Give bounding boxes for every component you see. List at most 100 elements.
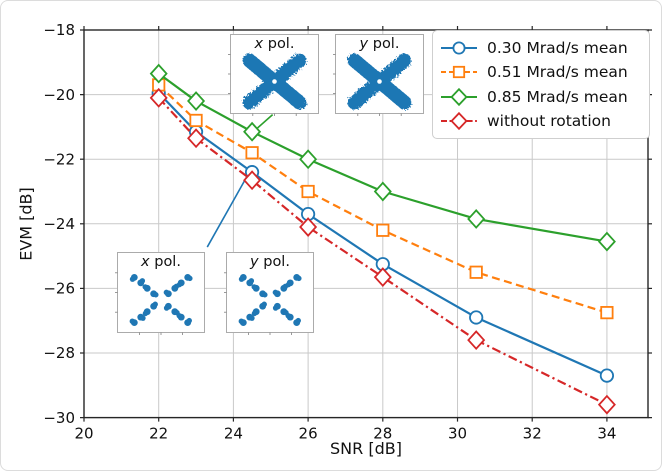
inset-label: x pol. [254, 36, 295, 52]
symbol-cluster [285, 281, 292, 288]
legend-label: 0.30 Mrad/s mean [487, 39, 628, 58]
marker-diamond [187, 128, 206, 149]
marker-diamond [373, 267, 392, 288]
constellation-plot [224, 272, 302, 335]
legend-item-2: 0.85 Mrad/s mean [440, 87, 649, 107]
x-tick-label: 24 [224, 425, 243, 443]
legend-marker-diamond [450, 87, 468, 106]
legend-marker-diamond [450, 111, 468, 130]
symbol-cluster [249, 315, 255, 321]
legend-label: without rotation [487, 111, 611, 130]
y-tick-label: −28 [43, 344, 75, 362]
cross-center-dot [272, 79, 277, 84]
symbol-cluster [251, 310, 258, 317]
symbol-cluster [176, 281, 183, 288]
inset-ticks [224, 272, 292, 335]
legend-marker-circle [452, 41, 466, 55]
symbol-cluster [142, 284, 148, 290]
legend-sample-square [441, 66, 477, 79]
symbol-cluster [248, 278, 255, 284]
marker-diamond [149, 87, 168, 108]
constellation-plot [333, 53, 412, 116]
legend-item-3: without rotation [440, 111, 649, 131]
x-tick-label: 28 [373, 425, 392, 443]
y-tick-label: −20 [43, 86, 75, 104]
clustered-cross [129, 273, 193, 327]
legend-sample-diamond [441, 87, 477, 106]
inset-constellation-clustered-1: y pol. [224, 252, 314, 335]
legend-item-1: 0.51 Mrad/s mean [440, 62, 649, 82]
symbol-cluster [262, 292, 268, 298]
legend-label: 0.85 Mrad/s mean [487, 87, 628, 106]
marker-diamond [187, 91, 206, 111]
tick-marks [80, 26, 652, 422]
marker-square [376, 223, 390, 237]
marker-diamond [299, 217, 318, 237]
clustered-cross [238, 273, 302, 327]
symbol-cluster [251, 284, 257, 290]
marker-diamond [597, 231, 616, 252]
symbol-cluster [285, 313, 291, 319]
legend-sample-circle [441, 41, 477, 55]
x-tick-label: 34 [597, 425, 616, 443]
y-tick-label: −30 [43, 409, 75, 427]
legend-marker-square [452, 66, 466, 79]
marker-square [600, 306, 614, 320]
marker-diamond [467, 209, 486, 229]
inset-label: y pol. [359, 36, 400, 52]
legend-item-0: 0.30 Mrad/s mean [440, 38, 649, 58]
marker-diamond [597, 394, 616, 415]
marker-diamond [373, 181, 392, 202]
marker-diamond [243, 121, 262, 142]
constellation-plot [228, 53, 307, 116]
y-tick-label: −22 [43, 150, 75, 168]
symbol-cluster [238, 318, 245, 324]
y-axis-label: EVM [dB] [16, 187, 36, 261]
marker-circle [469, 310, 484, 325]
x-tick-label: 22 [149, 425, 168, 443]
marker-circle [599, 368, 615, 383]
symbol-cluster [163, 289, 170, 296]
symbol-cluster [153, 292, 159, 298]
leader-to-top-insets [255, 114, 274, 131]
marker-square [469, 265, 483, 279]
symbol-cluster [129, 276, 136, 282]
inset-constellation-fuzzy-1: y pol. [333, 34, 424, 116]
inset-label: y pol. [250, 254, 290, 270]
marker-diamond [243, 170, 262, 191]
x-tick-label: 32 [523, 425, 542, 443]
inset-ticks [115, 272, 183, 335]
y-tick-label: −26 [43, 280, 75, 298]
x-tick-label: 26 [299, 425, 318, 443]
legend-sample-diamond [441, 111, 477, 130]
marker-square [245, 146, 259, 160]
marker-square [301, 184, 315, 199]
y-tick-label: −24 [43, 215, 75, 233]
symbol-cluster [152, 301, 158, 307]
constellation-plot [115, 272, 193, 335]
x-tick-label: 20 [74, 425, 93, 443]
marker-diamond [467, 330, 486, 351]
cross-center-dot [377, 79, 382, 84]
series-2 [149, 63, 616, 252]
x-tick-label: 30 [448, 425, 467, 443]
symbol-cluster [261, 301, 267, 307]
leader-to-bottom-insets [206, 175, 248, 248]
symbol-cluster [238, 276, 245, 282]
symbol-cluster [272, 305, 279, 311]
symbol-cluster [295, 317, 301, 324]
legend: 0.30 Mrad/s mean 0.51 Mrad/s mean 0.85 Mra… [432, 30, 650, 139]
symbol-cluster [163, 305, 170, 311]
marker-square [189, 113, 203, 128]
symbol-cluster [187, 275, 193, 282]
symbol-cluster [186, 317, 192, 324]
inset-ticks [228, 54, 297, 116]
series-3 [149, 87, 616, 415]
inset-constellation-clustered-0: x pol. [115, 252, 205, 335]
x-axis-label: SNR [dB] [330, 439, 402, 458]
series-1 [152, 78, 614, 320]
symbol-cluster [296, 275, 302, 282]
inset-constellation-fuzzy-0: x pol. [228, 34, 319, 116]
symbol-cluster [176, 313, 182, 319]
